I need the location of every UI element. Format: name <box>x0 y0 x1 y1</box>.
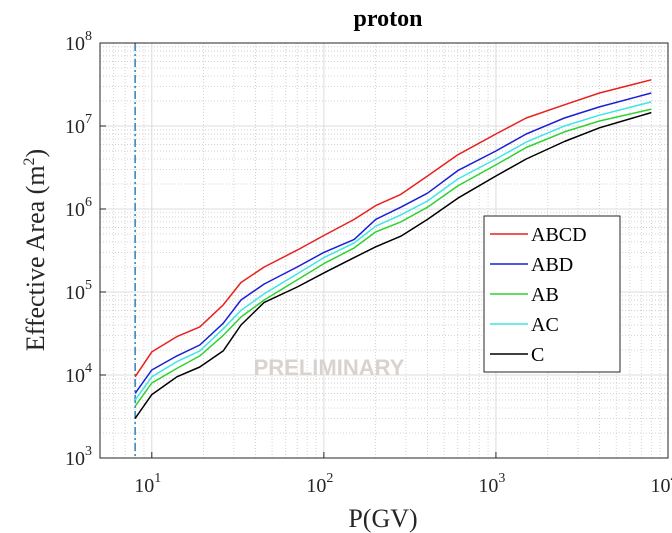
y-tick-base: 10 <box>65 199 85 221</box>
legend-label: ABD <box>531 254 573 276</box>
x-tick-exp: 2 <box>326 471 333 486</box>
legend-label: ABCD <box>531 224 587 246</box>
y-tick-exp: 3 <box>85 444 92 459</box>
plot-frame <box>99 42 669 459</box>
legend-label: C <box>531 344 544 366</box>
y-axis-label-sup: 2 <box>21 157 38 165</box>
chart-title: proton <box>354 6 423 32</box>
axis-ticks <box>100 42 669 459</box>
y-tick-label: 108 <box>65 29 92 55</box>
x-tick-label: 102 <box>306 471 333 497</box>
y-tick-base: 10 <box>65 365 85 387</box>
legend-label: AC <box>531 314 559 336</box>
y-axis-label: Effective Area (m2) <box>21 149 50 351</box>
y-axis-label-close: ) <box>21 149 50 158</box>
series-line-ac <box>134 101 652 401</box>
series-lines <box>134 79 652 419</box>
series-line-abd <box>134 92 652 394</box>
x-tick-label: 104 <box>651 471 672 497</box>
x-tick-base: 10 <box>134 475 154 497</box>
y-tick-base: 10 <box>65 116 85 138</box>
y-tick-label: 105 <box>65 278 92 304</box>
x-tick-base: 10 <box>651 475 671 497</box>
series-line-abcd <box>134 79 652 378</box>
series-line-ab <box>134 108 652 407</box>
y-tick-base: 10 <box>65 282 85 304</box>
x-tick-labels: 101102103104 <box>134 471 672 497</box>
y-tick-exp: 6 <box>85 195 92 210</box>
y-tick-exp: 8 <box>85 29 92 44</box>
y-tick-label: 104 <box>65 361 92 387</box>
watermark: PRELIMINARY <box>254 355 405 380</box>
legend: ABCD ABD AB AC C <box>483 215 621 373</box>
x-tick-label: 103 <box>478 471 505 497</box>
x-tick-base: 10 <box>478 475 498 497</box>
y-tick-exp: 4 <box>85 361 92 376</box>
y-tick-label: 103 <box>65 444 92 470</box>
y-tick-label: 106 <box>65 195 92 221</box>
y-tick-base: 10 <box>65 33 85 55</box>
y-tick-exp: 7 <box>85 112 92 127</box>
x-tick-exp: 4 <box>671 471 672 486</box>
y-axis-label-main: Effective Area (m <box>21 165 50 351</box>
y-tick-label: 107 <box>65 112 92 138</box>
x-tick-base: 10 <box>306 475 326 497</box>
legend-label: AB <box>531 284 559 306</box>
x-axis-label: P(GV) <box>348 504 417 533</box>
series-line-c <box>134 111 652 419</box>
y-tick-base: 10 <box>65 448 85 470</box>
x-tick-exp: 1 <box>154 471 161 486</box>
x-tick-exp: 3 <box>498 471 505 486</box>
y-tick-exp: 5 <box>85 278 92 293</box>
x-tick-label: 101 <box>134 471 161 497</box>
